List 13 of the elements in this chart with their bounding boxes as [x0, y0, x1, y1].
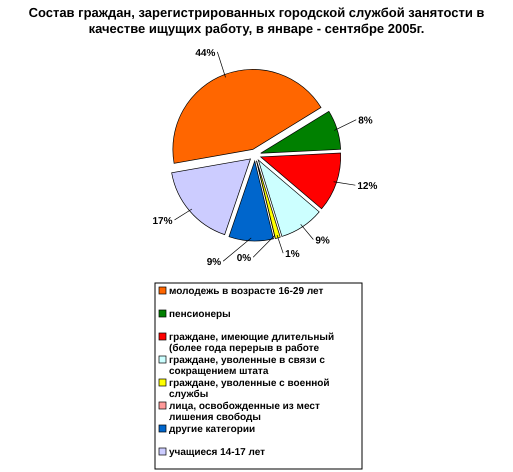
- data-label: 1%: [285, 249, 300, 260]
- data-label: 12%: [357, 181, 378, 192]
- data-label: 17%: [152, 216, 173, 227]
- legend-label: учащиеся 14-17 лет: [169, 447, 266, 458]
- text: 0%: [236, 253, 252, 264]
- legend-label: пенсионеры: [169, 309, 231, 320]
- data-label: 44%: [195, 48, 216, 59]
- legend-label: другие категории: [169, 424, 256, 435]
- data-label: 9%: [206, 257, 222, 268]
- chart-title: Состав граждан, зарегистрированных городской службой занятости в качестве ищущих работу, в январе - сентябре 2005г.: [28, 5, 484, 36]
- data-label: 8%: [358, 116, 373, 127]
- data-label: 9%: [315, 235, 330, 246]
- legend-label: молодежь в возрасте 16-29 лет: [169, 286, 324, 297]
